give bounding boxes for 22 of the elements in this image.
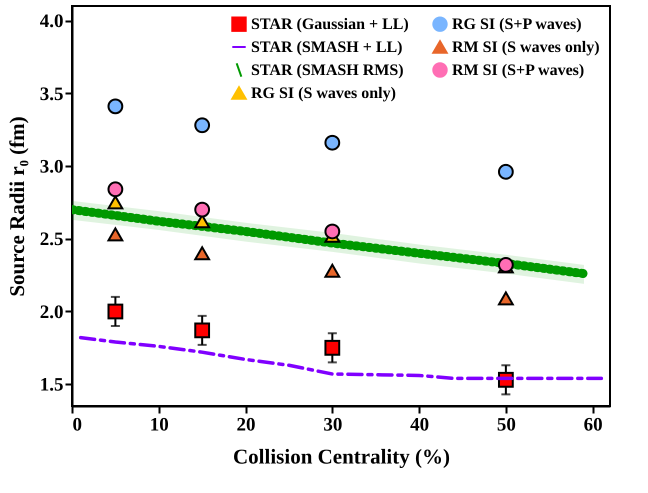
legend-label: RG SI (S+P waves) <box>452 16 582 34</box>
x-tick-label: 50 <box>496 414 516 436</box>
y-tick-label: 3.0 <box>40 156 64 178</box>
legend-label: RG SI (S waves only) <box>251 85 396 102</box>
legend-label: STAR (Gaussian + LL) <box>251 16 409 34</box>
y-tick-label: 3.5 <box>40 84 64 105</box>
x-tick-label: 10 <box>150 414 169 436</box>
x-tick-label: 20 <box>236 414 256 436</box>
legend-label: STAR (SMASH + LL) <box>251 39 403 56</box>
x-tick-label: 40 <box>410 414 430 436</box>
y-tick-label: 2.0 <box>40 302 64 323</box>
legend-label: STAR (SMASH RMS) <box>251 62 404 79</box>
y-tick-label: 4.0 <box>40 11 64 32</box>
x-tick-label: 0 <box>72 414 82 436</box>
y-tick-label: 2.5 <box>40 229 64 250</box>
y-tick-label: 1.5 <box>40 374 64 396</box>
x-tick-label: 30 <box>323 414 342 436</box>
x-axis-title: Collision Centrality (%) <box>233 444 450 468</box>
x-tick-label: 60 <box>584 414 603 436</box>
legend-label: RM SI (S waves only) <box>452 39 600 56</box>
legend-label: RM SI (S+P waves) <box>452 62 584 79</box>
y-axis-title: Source Radii r₀ (fm) <box>4 116 29 297</box>
